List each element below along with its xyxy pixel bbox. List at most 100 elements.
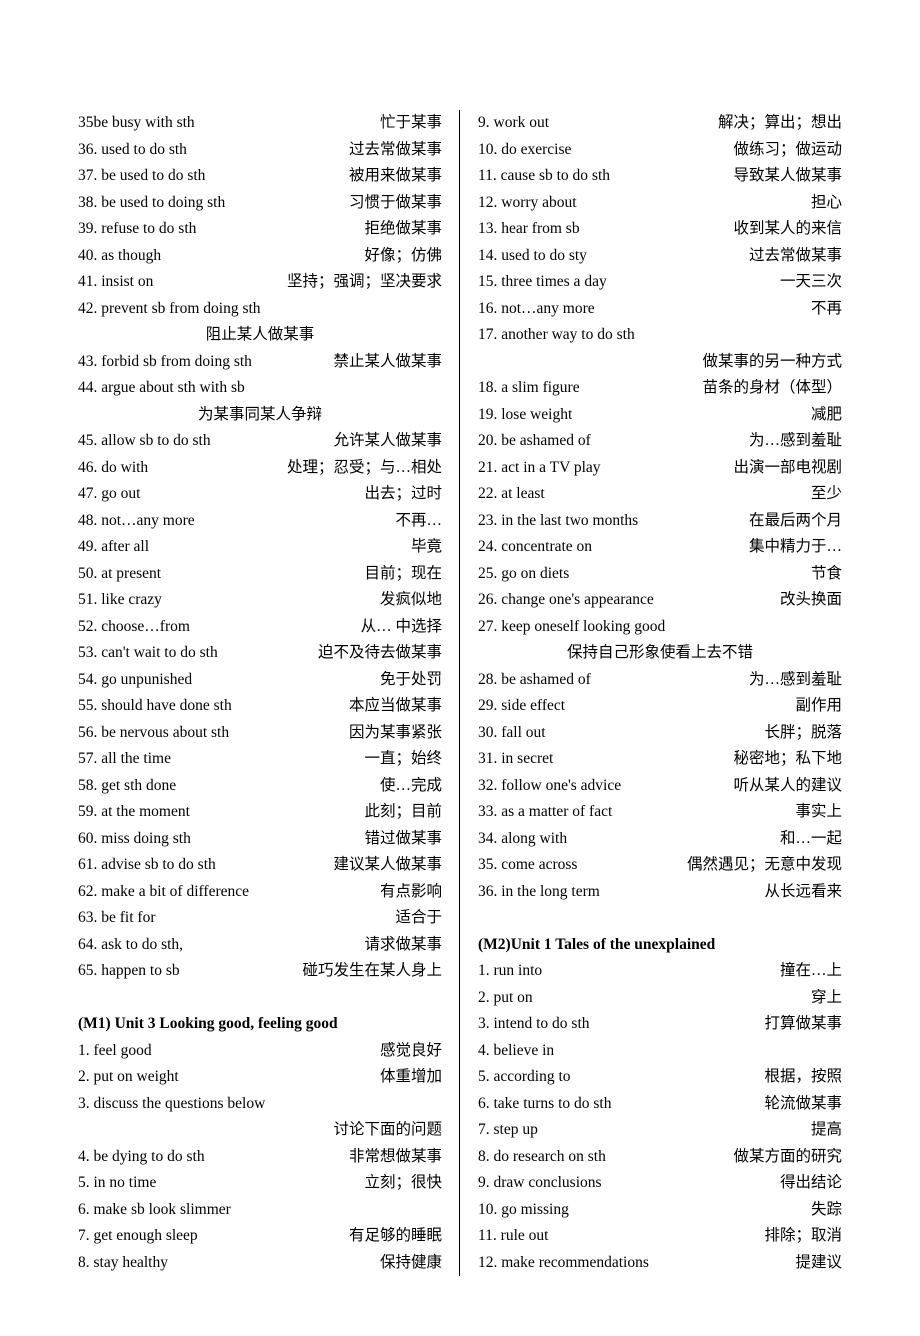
entry-definition: 为…感到羞耻 (749, 667, 842, 694)
entry-term: 49. after all (78, 534, 149, 561)
entry-term: 40. as though (78, 243, 161, 270)
entry-gap (592, 534, 749, 561)
vocab-entry: 4. be dying to do sth非常想做某事 (78, 1144, 442, 1171)
vocab-entry: 31. in secret秘密地；私下地 (478, 746, 842, 773)
entry-gap (265, 1091, 442, 1118)
entry-gap (665, 614, 842, 641)
entry-term: 27. keep oneself looking good (478, 614, 665, 641)
vocab-entry: 59. at the moment此刻；目前 (78, 799, 442, 826)
vocab-entry: 65. happen to sb碰巧发生在某人身上 (78, 958, 442, 985)
vocab-entry: 23. in the last two months在最后两个月 (478, 508, 842, 535)
entry-definition: 轮流做某事 (764, 1091, 842, 1118)
entry-definition: 至少 (811, 481, 842, 508)
entry-term: 24. concentrate on (478, 534, 592, 561)
vocab-entry: 61. advise sb to do sth建议某人做某事 (78, 852, 442, 879)
entry-gap (612, 799, 795, 826)
entry-gap (567, 826, 780, 853)
entry-definition: 改头换面 (780, 587, 842, 614)
entry-term: 11. cause sb to do sth (478, 163, 610, 190)
vocab-entry: 38. be used to doing sth习惯于做某事 (78, 190, 442, 217)
vocab-entry: 51. like crazy发疯似地 (78, 587, 442, 614)
entry-term: 44. argue about sth with sb (78, 375, 245, 402)
vocab-entry: 39. refuse to do sth拒绝做某事 (78, 216, 442, 243)
entry-term: 35. come across (478, 852, 577, 879)
entry-term: 34. along with (478, 826, 567, 853)
entry-gap (195, 110, 380, 137)
section-heading: (M1) Unit 3 Looking good, feeling good (78, 1011, 442, 1038)
entry-term: 52. choose…from (78, 614, 190, 641)
vocab-entry: 54. go unpunished免于处罚 (78, 667, 442, 694)
vocab-entry: 62. make a bit of difference 有点影响 (78, 879, 442, 906)
entry-term: 3. intend to do sth (478, 1011, 590, 1038)
entry-gap (602, 1170, 780, 1197)
entry-definition: 担心 (811, 190, 842, 217)
entry-definition: 有点影响 (380, 879, 442, 906)
entry-gap (180, 958, 303, 985)
entry-term: 5. in no time (78, 1170, 156, 1197)
vocab-entry: 9. draw conclusions得出结论 (478, 1170, 842, 1197)
entry-definition: 排除；取消 (764, 1223, 842, 1250)
entry-definition: 穿上 (811, 985, 842, 1012)
entry-term: 5. according to (478, 1064, 571, 1091)
entry-term: 21. act in a TV play (478, 455, 601, 482)
vocab-entry: 64. ask to do sth,请求做某事 (78, 932, 442, 959)
entry-gap (149, 534, 411, 561)
entry-definition: 忙于某事 (380, 110, 442, 137)
right-column: 9. work out解决；算出；想出10. do exercise做练习；做运… (460, 110, 842, 1276)
entry-gap (192, 667, 380, 694)
entry-definition: 节食 (811, 561, 842, 588)
entry-definition: 减肥 (811, 402, 842, 429)
entry-definition: 发疯似地 (380, 587, 442, 614)
vocab-entry: 6. make sb look slimmer (78, 1197, 442, 1224)
entry-gap (577, 852, 687, 879)
vocab-entry: 19. lose weight减肥 (478, 402, 842, 429)
entry-gap (148, 455, 287, 482)
entry-gap (176, 773, 380, 800)
entry-term: 57. all the time (78, 746, 171, 773)
entry-term: 9. draw conclusions (478, 1170, 602, 1197)
vocab-entry: 3. intend to do sth打算做某事 (478, 1011, 842, 1038)
entry-definition: 解决；算出；想出 (718, 110, 842, 137)
entry-term: 18. a slim figure (478, 375, 580, 402)
entry-gap (191, 826, 365, 853)
page: 35be busy with sth忙于某事36. used to do sth… (0, 0, 920, 1336)
entry-definition: 本应当做某事 (349, 693, 442, 720)
entry-gap (168, 1250, 380, 1277)
blank-line (78, 985, 442, 1012)
vocab-entry: 35. come across偶然遇见；无意中发现 (478, 852, 842, 879)
entry-definition: 为某事同某人争辩 (198, 402, 322, 429)
vocab-entry: 32. follow one's advice听从某人的建议 (478, 773, 842, 800)
entry-definition: 不再 (811, 296, 842, 323)
entry-gap (140, 481, 364, 508)
entry-gap (216, 852, 334, 879)
entry-definition: 听从某人的建议 (733, 773, 842, 800)
vocab-entry: 11. rule out排除；取消 (478, 1223, 842, 1250)
entry-term: 1. run into (478, 958, 542, 985)
entry-gap (654, 587, 780, 614)
entry-definition: 为…感到羞耻 (749, 428, 842, 455)
entry-definition: 出演一部电视剧 (733, 455, 842, 482)
entry-term: 37. be used to do sth (78, 163, 205, 190)
entry-gap (572, 402, 811, 429)
vocab-entry: 11. cause sb to do sth导致某人做某事 (478, 163, 842, 190)
entry-gap (249, 879, 380, 906)
entry-term: 46. do with (78, 455, 148, 482)
entry-gap (232, 693, 349, 720)
vocab-entry: 36. used to do sth过去常做某事 (78, 137, 442, 164)
vocab-entry: 为某事同某人争辩 (78, 402, 442, 429)
vocab-entry: 3. discuss the questions below (78, 1091, 442, 1118)
entry-term: 62. make a bit of difference (78, 879, 249, 906)
entry-gap (161, 561, 364, 588)
vocab-entry: 25. go on diets节食 (478, 561, 842, 588)
entry-gap (542, 958, 780, 985)
entry-definition: 错过做某事 (364, 826, 442, 853)
entry-gap (549, 110, 718, 137)
section-heading: (M2)Unit 1 Tales of the unexplained (478, 932, 842, 959)
entry-term: 13. hear from sb (478, 216, 580, 243)
entry-term: 10. go missing (478, 1197, 569, 1224)
entry-gap (635, 322, 842, 349)
entry-term: 23. in the last two months (478, 508, 638, 535)
entry-gap (231, 1197, 442, 1224)
entry-definition: 感觉良好 (380, 1038, 442, 1065)
vocab-entry: 24. concentrate on集中精力于… (478, 534, 842, 561)
